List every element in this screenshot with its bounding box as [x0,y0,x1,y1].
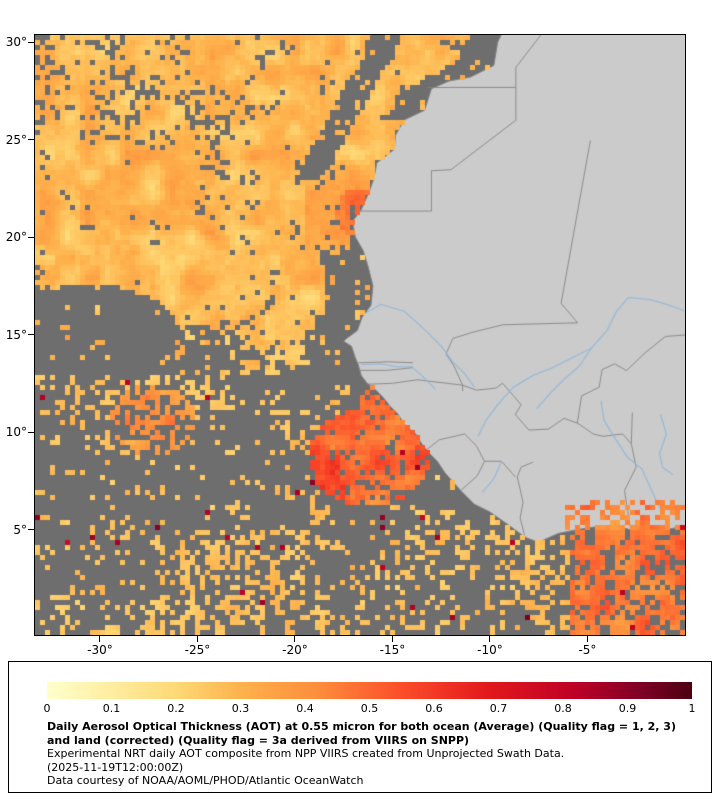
y-axis-tick-label: 10° [5,425,27,440]
colorbar [47,682,692,699]
y-axis-tick [28,334,34,336]
aot-map-canvas [35,35,685,635]
y-axis-tick [28,41,34,43]
x-axis-tick-label: -5° [578,643,597,657]
colorbar-tick-label: 0 [43,702,51,715]
legend-timestamp: (2025-11-19T12:00:00Z) [47,760,184,774]
x-axis-tick-label: -30° [87,643,113,657]
y-axis-tick-label: 25° [5,132,27,147]
map-panel [34,34,686,636]
x-axis-tick [489,636,491,642]
x-axis-tick-label: -10° [477,643,503,657]
y-axis-tick-label: 15° [5,327,27,342]
x-axis-tick-label: -20° [282,643,308,657]
legend-subtitle: Experimental NRT daily AOT composite fro… [47,747,565,760]
colorbar-tick-label: 0.6 [425,702,443,715]
x-axis-tick [586,636,588,642]
colorbar-tick-label: 0.8 [554,702,572,715]
legend-title: Daily Aerosol Optical Thickness (AOT) at… [47,720,676,747]
x-axis-tick [294,636,296,642]
y-axis-tick [28,236,34,238]
colorbar-tick-label: 0.9 [618,702,637,715]
legend-credit: Data courtesy of NOAA/AOML/PHOD/Atlantic… [47,774,364,787]
x-axis-tick [99,636,101,642]
legend-text-block: Daily Aerosol Optical Thickness (AOT) at… [47,720,699,788]
colorbar-tick-label: 0.4 [296,702,314,715]
y-axis-tick-label: 5° [13,522,27,537]
y-axis-tick-label: 30° [5,35,27,50]
colorbar-tick-label: 0.7 [489,702,508,715]
x-axis-tick [391,636,393,642]
colorbar-tick-label: 0.1 [102,702,121,715]
y-axis-tick [28,431,34,433]
legend-panel: Daily Aerosol Optical Thickness (AOT) at… [8,661,712,793]
colorbar-tick-label: 0.5 [360,702,379,715]
x-axis-tick-label: -25° [184,643,211,657]
colorbar-tick-label: 1 [688,702,696,715]
x-axis-tick-label: -15° [379,643,406,657]
y-axis-tick [28,529,34,531]
y-axis-tick [28,139,34,141]
y-axis-tick-label: 20° [5,230,27,245]
x-axis-tick [196,636,198,642]
colorbar-tick-label: 0.2 [167,702,185,715]
colorbar-tick-label: 0.3 [231,702,250,715]
